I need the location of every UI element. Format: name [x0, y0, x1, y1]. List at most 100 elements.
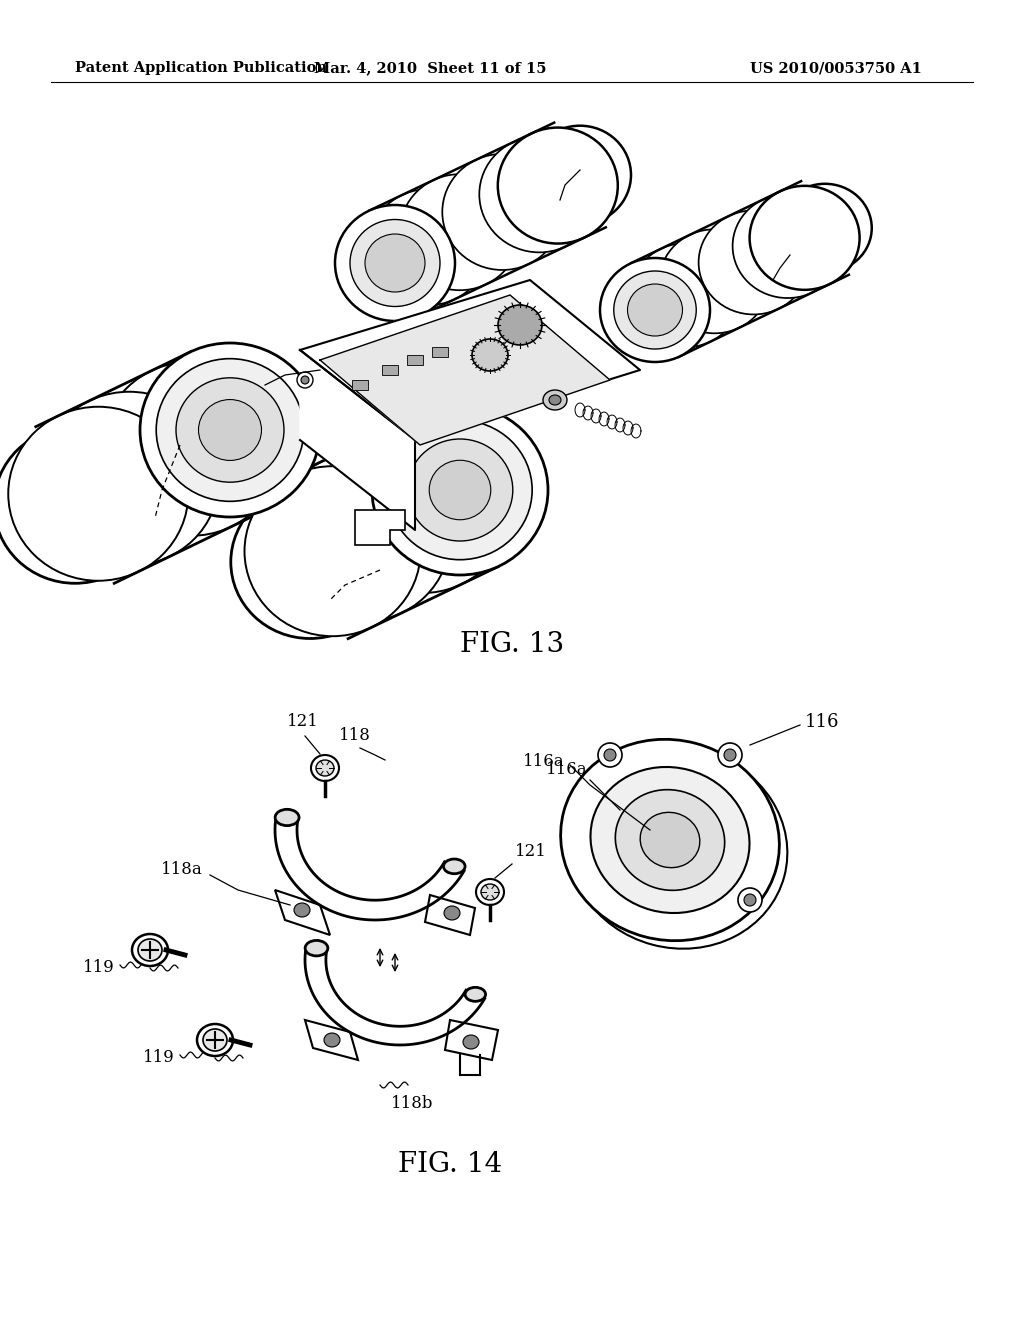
Ellipse shape: [388, 420, 532, 560]
Ellipse shape: [561, 739, 779, 941]
Text: Mar. 4, 2010  Sheet 11 of 15: Mar. 4, 2010 Sheet 11 of 15: [313, 61, 546, 75]
Bar: [382, 366, 398, 375]
Circle shape: [724, 748, 736, 762]
Ellipse shape: [157, 359, 304, 502]
Ellipse shape: [479, 136, 599, 252]
Text: 116a: 116a: [523, 754, 565, 771]
Polygon shape: [300, 280, 640, 440]
Ellipse shape: [230, 486, 389, 639]
Text: 121: 121: [515, 843, 547, 861]
Ellipse shape: [324, 1034, 340, 1047]
Bar: [407, 355, 423, 366]
Text: ER: ER: [573, 145, 602, 162]
Text: OR: OR: [117, 517, 148, 535]
Ellipse shape: [750, 186, 859, 290]
Polygon shape: [355, 510, 406, 545]
Text: FIG. 14: FIG. 14: [398, 1151, 502, 1179]
Ellipse shape: [297, 372, 313, 388]
Ellipse shape: [659, 230, 769, 333]
Ellipse shape: [274, 451, 451, 622]
Ellipse shape: [732, 194, 843, 298]
Ellipse shape: [591, 767, 750, 913]
Ellipse shape: [301, 376, 309, 384]
Ellipse shape: [335, 422, 511, 593]
Ellipse shape: [399, 174, 520, 290]
Ellipse shape: [529, 125, 631, 224]
Ellipse shape: [498, 128, 617, 244]
Text: US 2010/0053750 A1: US 2010/0053750 A1: [750, 61, 922, 75]
Circle shape: [598, 743, 622, 767]
Ellipse shape: [132, 935, 168, 966]
Polygon shape: [425, 895, 475, 935]
Ellipse shape: [628, 284, 683, 337]
Ellipse shape: [140, 343, 319, 517]
Text: 118: 118: [339, 727, 371, 744]
Ellipse shape: [275, 809, 299, 825]
Ellipse shape: [631, 243, 740, 347]
Ellipse shape: [245, 466, 421, 636]
Bar: [352, 380, 368, 389]
Ellipse shape: [203, 1030, 227, 1051]
Text: 119: 119: [143, 1049, 175, 1067]
Ellipse shape: [197, 1024, 233, 1056]
Ellipse shape: [615, 789, 725, 891]
Ellipse shape: [429, 461, 490, 520]
Ellipse shape: [365, 234, 425, 292]
Ellipse shape: [481, 884, 499, 900]
Ellipse shape: [444, 906, 460, 920]
Ellipse shape: [372, 405, 548, 576]
Circle shape: [604, 748, 616, 762]
Text: 121: 121: [287, 713, 318, 730]
Polygon shape: [319, 294, 610, 445]
Ellipse shape: [408, 440, 513, 541]
Ellipse shape: [335, 205, 455, 321]
Text: 116a: 116a: [547, 762, 588, 777]
Polygon shape: [300, 350, 415, 531]
Circle shape: [738, 888, 762, 912]
Ellipse shape: [350, 219, 440, 306]
Ellipse shape: [39, 392, 219, 566]
Ellipse shape: [369, 189, 488, 305]
Bar: [432, 347, 449, 356]
Ellipse shape: [0, 426, 156, 583]
Ellipse shape: [199, 400, 261, 461]
Ellipse shape: [476, 879, 504, 906]
Ellipse shape: [543, 389, 567, 411]
Polygon shape: [305, 946, 484, 1045]
Polygon shape: [275, 890, 330, 935]
Text: 109: 109: [228, 388, 260, 405]
Text: FIG. 13: FIG. 13: [460, 631, 564, 659]
Ellipse shape: [698, 210, 809, 314]
Text: 119: 119: [83, 960, 115, 977]
Text: 118a: 118a: [161, 862, 203, 879]
Ellipse shape: [305, 940, 328, 956]
Circle shape: [744, 894, 756, 906]
Ellipse shape: [311, 755, 339, 781]
Ellipse shape: [442, 154, 562, 271]
Ellipse shape: [640, 812, 699, 867]
Text: OL: OL: [308, 609, 338, 626]
Circle shape: [718, 743, 742, 767]
Polygon shape: [305, 1020, 358, 1060]
Text: EL: EL: [800, 230, 827, 248]
Ellipse shape: [316, 760, 334, 776]
Ellipse shape: [8, 407, 188, 581]
Ellipse shape: [294, 903, 310, 917]
Ellipse shape: [613, 271, 696, 348]
Ellipse shape: [778, 183, 871, 272]
Text: 116: 116: [805, 713, 840, 731]
Ellipse shape: [472, 339, 508, 371]
Ellipse shape: [600, 257, 710, 362]
Ellipse shape: [463, 1035, 479, 1049]
Polygon shape: [275, 816, 464, 920]
Ellipse shape: [443, 859, 465, 874]
Text: Patent Application Publication: Patent Application Publication: [75, 61, 327, 75]
Text: 118b: 118b: [391, 1096, 433, 1111]
Ellipse shape: [176, 378, 284, 482]
Ellipse shape: [549, 395, 561, 405]
Ellipse shape: [138, 939, 162, 961]
Ellipse shape: [465, 987, 485, 1002]
Ellipse shape: [498, 305, 542, 345]
Ellipse shape: [101, 362, 282, 536]
Polygon shape: [445, 1020, 498, 1060]
